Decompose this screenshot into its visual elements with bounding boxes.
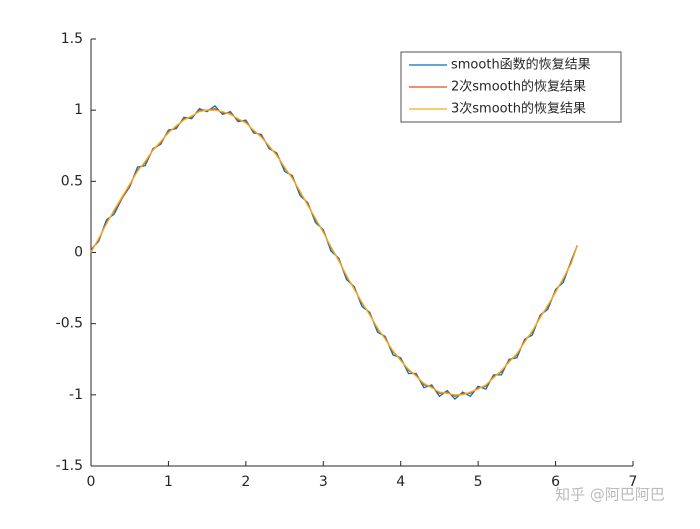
x-tick-label: 5 (474, 474, 483, 490)
y-tick-label: 0.5 (61, 173, 83, 189)
x-tick-label: 4 (396, 474, 405, 490)
legend-label: smooth函数的恢复结果 (451, 57, 591, 73)
series-line (90, 109, 578, 396)
x-tick-label: 3 (319, 474, 328, 490)
legend-label: 2次smooth的恢复结果 (451, 79, 586, 95)
y-tick-label: 0 (74, 245, 83, 261)
y-tick-label: -0.5 (56, 316, 83, 332)
watermark: 知乎 @阿巴阿巴 (555, 486, 665, 504)
x-tick-label: 7 (629, 474, 638, 490)
y-tick-label: -1.5 (56, 458, 83, 474)
y-tick-label: 1.5 (61, 31, 83, 47)
y-tick-label: -1 (69, 387, 83, 403)
y-tick-label: 1 (74, 102, 83, 118)
x-tick-label: 0 (87, 474, 96, 490)
x-tick-label: 1 (164, 474, 173, 490)
legend-label: 3次smooth的恢复结果 (451, 101, 586, 117)
x-tick-label: 6 (551, 474, 560, 490)
x-tick-label: 2 (241, 474, 250, 490)
